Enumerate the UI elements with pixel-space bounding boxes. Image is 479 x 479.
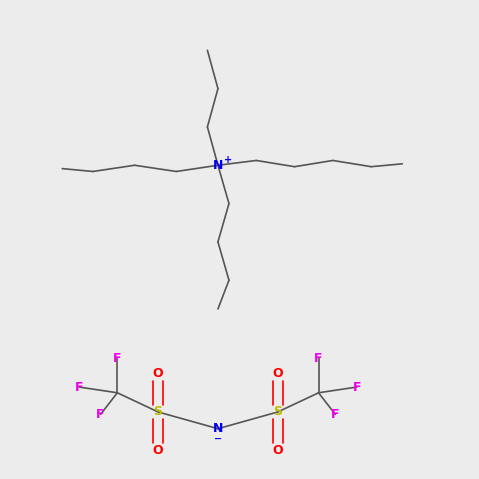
Text: F: F (113, 352, 122, 365)
Text: N: N (213, 159, 223, 172)
Text: F: F (353, 380, 361, 394)
Text: O: O (153, 367, 163, 380)
Text: +: + (225, 156, 232, 165)
Text: −: − (214, 434, 222, 444)
Text: S: S (154, 405, 162, 419)
Text: F: F (314, 352, 323, 365)
Text: O: O (273, 444, 283, 457)
Text: F: F (75, 380, 83, 394)
Text: O: O (273, 367, 283, 380)
Text: N: N (213, 422, 223, 435)
Text: F: F (331, 408, 340, 421)
Text: S: S (274, 405, 282, 419)
Text: O: O (153, 444, 163, 457)
Text: F: F (96, 408, 105, 421)
